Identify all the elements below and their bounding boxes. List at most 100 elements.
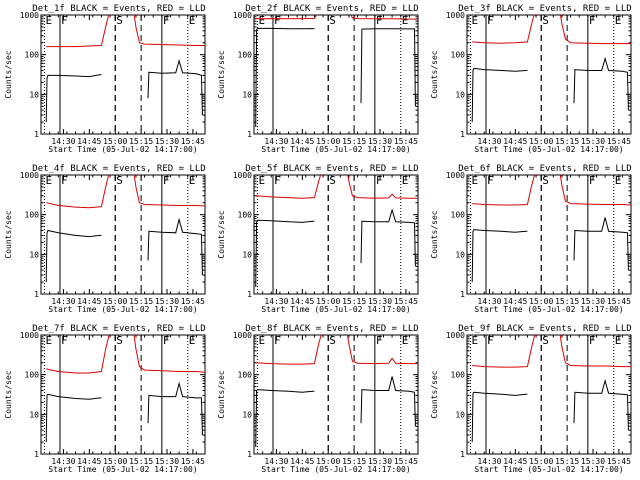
x-axis-label: Start Time (05-Jul-02 14:17:00): [261, 465, 410, 474]
marker-label: F: [376, 174, 383, 187]
x-axis-label: Start Time (05-Jul-02 14:17:00): [261, 305, 410, 314]
x-tick-label: 15:30: [368, 137, 392, 146]
x-tick-label: 14:30: [264, 137, 288, 146]
x-tick-label: 15:30: [155, 137, 179, 146]
lld-series-line: [472, 175, 536, 206]
x-tick-label: 14:30: [264, 297, 288, 306]
y-tick-label: 10: [242, 90, 252, 99]
x-tick-label: 15:45: [394, 457, 418, 466]
chart-title: Det_8f BLACK = Events, RED = LLD: [245, 324, 418, 334]
y-tick-label: 10: [242, 410, 252, 419]
x-tick-label: 15:45: [181, 297, 205, 306]
marker-label: E: [45, 174, 52, 187]
x-axis-label: Start Time (05-Jul-02 14:17:00): [48, 305, 197, 314]
events-series-line: [147, 381, 203, 436]
events-series-line: [45, 393, 102, 443]
y-tick-label: 100: [238, 51, 253, 60]
lld-series-line: [255, 335, 322, 365]
y-tick-label: 10: [242, 250, 252, 259]
y-axis-label: Counts/sec: [430, 210, 439, 258]
x-tick-label: 15:45: [181, 137, 205, 146]
marker-label: E: [615, 174, 622, 187]
chart-title: Det_9f BLACK = Events, RED = LLD: [458, 324, 631, 334]
x-tick-label: 15:45: [607, 297, 631, 306]
x-tick-label: 14:30: [477, 297, 501, 306]
y-axis-label: Counts/sec: [4, 370, 13, 418]
x-tick-label: 14:45: [503, 137, 527, 146]
chart-panel: Det_6f BLACK = Events, RED = LLD 1 10 100 10…: [430, 164, 632, 314]
x-axis-label: Start Time (05-Jul-02 14:17:00): [474, 305, 623, 314]
events-series-line: [147, 58, 203, 116]
marker-label: E: [258, 334, 265, 347]
marker-label: E: [471, 174, 478, 187]
x-axis-label: Start Time (05-Jul-02 14:17:00): [474, 145, 623, 154]
marker-label: F: [589, 14, 596, 27]
marker-label: F: [61, 14, 68, 27]
marker-label: E: [189, 174, 196, 187]
plot-frame: [40, 174, 206, 295]
chart-title: Det_4f BLACK = Events, RED = LLD: [32, 164, 205, 174]
x-tick-label: 15:30: [581, 137, 605, 146]
marker-label: E: [258, 174, 265, 187]
lld-series-line: [472, 335, 536, 368]
events-series-line: [573, 378, 629, 431]
y-tick-label: 10: [455, 410, 465, 419]
marker-label: F: [274, 174, 281, 187]
x-tick-label: 15:00: [103, 297, 127, 306]
y-tick-label: 1: [247, 130, 252, 139]
x-tick-label: 14:45: [503, 457, 527, 466]
chart-title: Det_3f BLACK = Events, RED = LLD: [458, 4, 631, 14]
x-tick-label: 14:30: [477, 137, 501, 146]
chart-panel: Det_7f BLACK = Events, RED = LLD 1 10 100 10…: [4, 324, 206, 474]
lld-series-line: [133, 175, 205, 207]
y-tick-label: 1000: [20, 171, 39, 180]
marker-label: S: [542, 334, 549, 347]
y-tick-label: 1000: [20, 11, 39, 20]
x-tick-label: 14:45: [503, 297, 527, 306]
x-tick-label: 15:30: [581, 297, 605, 306]
lld-series-line: [559, 175, 631, 206]
events-series-line: [471, 67, 528, 123]
x-tick-label: 15:30: [155, 457, 179, 466]
x-tick-label: 14:30: [477, 457, 501, 466]
y-tick-label: 100: [451, 371, 466, 380]
plot-frame: [466, 174, 632, 295]
marker-label: F: [163, 174, 170, 187]
x-tick-label: 15:00: [529, 457, 553, 466]
x-axis-label: Start Time (05-Jul-02 14:17:00): [48, 465, 197, 474]
marker-label: E: [258, 14, 265, 27]
x-tick-label: 14:30: [51, 297, 75, 306]
x-tick-label: 14:45: [290, 137, 314, 146]
y-tick-label: 1: [460, 130, 465, 139]
x-tick-label: 15:15: [555, 457, 579, 466]
marker-label: F: [487, 334, 494, 347]
marker-label: E: [189, 14, 196, 27]
marker-label: S: [329, 14, 336, 27]
marker-label: F: [163, 334, 170, 347]
y-tick-label: 10: [29, 410, 39, 419]
y-axis-label: Counts/sec: [217, 210, 226, 258]
chart-panel: Det_4f BLACK = Events, RED = LLD 1 10 100 10…: [4, 164, 206, 314]
x-tick-label: 15:30: [368, 457, 392, 466]
events-series-line: [147, 217, 203, 276]
x-tick-label: 15:00: [103, 137, 127, 146]
x-tick-label: 15:15: [555, 297, 579, 306]
marker-label: F: [61, 334, 68, 347]
x-tick-label: 14:30: [51, 137, 75, 146]
y-tick-label: 1000: [233, 171, 252, 180]
marker-label: E: [45, 14, 52, 27]
marker-label: E: [402, 174, 409, 187]
events-series-line: [255, 27, 315, 128]
chart-panel: Det_1f BLACK = Events, RED = LLD 1 10 100 10…: [4, 4, 206, 154]
x-tick-label: 15:00: [316, 297, 340, 306]
events-series-line: [255, 389, 315, 448]
chart-panel: Det_9f BLACK = Events, RED = LLD 1 10 100 10…: [430, 324, 632, 474]
x-tick-label: 14:30: [264, 457, 288, 466]
events-series-line: [45, 74, 102, 123]
chart-title: Det_5f BLACK = Events, RED = LLD: [245, 164, 418, 174]
lld-series-line: [133, 335, 205, 373]
y-tick-label: 10: [29, 250, 39, 259]
lld-series-line: [46, 175, 110, 209]
marker-label: E: [189, 334, 196, 347]
marker-label: F: [61, 174, 68, 187]
